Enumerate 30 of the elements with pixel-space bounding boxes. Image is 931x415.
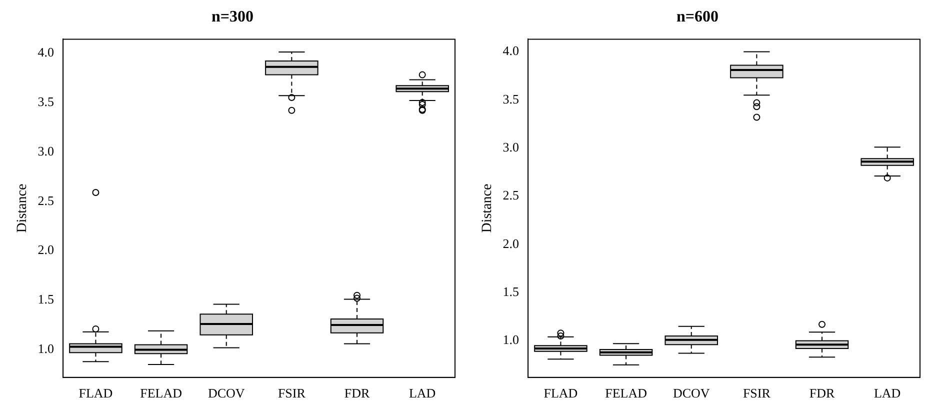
x-tick-label: DCOV xyxy=(672,386,710,401)
y-tick-label: 3.0 xyxy=(502,140,520,154)
x-tick-label: FELAD xyxy=(140,386,182,401)
x-tick-label: DCOV xyxy=(208,386,246,401)
y-tick-label: 1.0 xyxy=(38,341,54,356)
x-tick-label: FDR xyxy=(809,386,835,401)
x-tick-label: FELAD xyxy=(605,386,647,401)
y-tick-label: 2.0 xyxy=(38,242,54,258)
x-tick-label: FDR xyxy=(344,386,370,401)
y-tick-label: 1.5 xyxy=(38,292,54,307)
chart-title: n=300 xyxy=(211,8,254,26)
x-tick-label: FLAD xyxy=(544,386,578,401)
y-tick-label: 1.0 xyxy=(502,332,520,348)
x-tick-label: FLAD xyxy=(78,386,113,401)
y-tick-label: 3.5 xyxy=(38,94,54,109)
y-axis-title: Distance xyxy=(15,184,30,233)
chart-title: n=600 xyxy=(676,8,719,26)
x-tick-label: LAD xyxy=(874,386,901,401)
y-tick-label: 4.0 xyxy=(502,43,520,58)
y-tick-label: 3.5 xyxy=(502,91,520,106)
x-tick-label: FSIR xyxy=(278,386,306,401)
y-axis-title: Distance xyxy=(480,184,496,233)
y-tick-label: 4.0 xyxy=(38,44,54,60)
x-tick-label: FSIR xyxy=(742,386,771,401)
y-tick-label: 1.5 xyxy=(502,284,520,300)
y-tick-label: 2.5 xyxy=(38,192,54,208)
x-tick-label: LAD xyxy=(408,386,436,401)
y-tick-label: 2.0 xyxy=(502,236,520,251)
y-tick-label: 2.5 xyxy=(502,188,520,203)
y-tick-label: 3.0 xyxy=(38,143,54,158)
